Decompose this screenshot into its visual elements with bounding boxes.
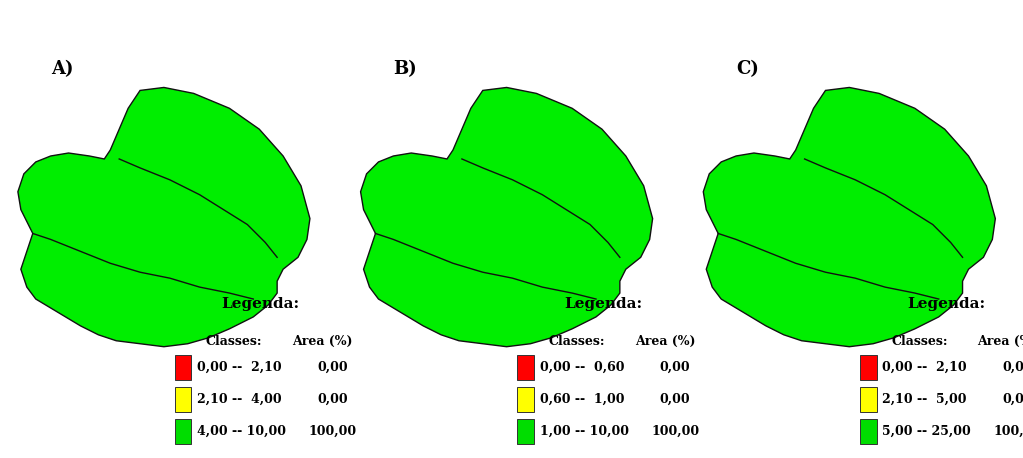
Text: C): C) bbox=[737, 60, 759, 78]
Text: 0,00: 0,00 bbox=[317, 361, 348, 374]
Text: 2,10 --  5,00: 2,10 -- 5,00 bbox=[883, 393, 967, 406]
FancyBboxPatch shape bbox=[175, 355, 191, 380]
Text: B): B) bbox=[394, 60, 417, 78]
Text: 1,00 -- 10,00: 1,00 -- 10,00 bbox=[540, 425, 629, 438]
Text: 0,60 --  1,00: 0,60 -- 1,00 bbox=[540, 393, 624, 406]
Text: Area (%): Area (%) bbox=[292, 335, 352, 348]
Text: 0,00: 0,00 bbox=[1003, 361, 1023, 374]
FancyBboxPatch shape bbox=[860, 387, 877, 412]
Text: 0,00: 0,00 bbox=[317, 393, 348, 406]
Text: Classes:: Classes: bbox=[206, 335, 262, 348]
Text: 100,00: 100,00 bbox=[993, 425, 1023, 438]
Text: 5,00 -- 25,00: 5,00 -- 25,00 bbox=[883, 425, 971, 438]
Text: 4,00 -- 10,00: 4,00 -- 10,00 bbox=[197, 425, 286, 438]
Text: 0,00: 0,00 bbox=[1003, 393, 1023, 406]
Text: 0,00 --  0,60: 0,00 -- 0,60 bbox=[540, 361, 624, 374]
Text: Area (%): Area (%) bbox=[977, 335, 1023, 348]
Text: Legenda:: Legenda: bbox=[906, 297, 985, 311]
Text: 100,00: 100,00 bbox=[308, 425, 356, 438]
Text: 100,00: 100,00 bbox=[651, 425, 699, 438]
Text: 2,10 --  4,00: 2,10 -- 4,00 bbox=[197, 393, 281, 406]
Text: 0,00: 0,00 bbox=[660, 361, 691, 374]
Text: Classes:: Classes: bbox=[548, 335, 605, 348]
Polygon shape bbox=[360, 87, 653, 347]
Text: 0,00 --  2,10: 0,00 -- 2,10 bbox=[197, 361, 281, 374]
Text: Classes:: Classes: bbox=[891, 335, 947, 348]
Polygon shape bbox=[703, 87, 995, 347]
FancyBboxPatch shape bbox=[175, 419, 191, 444]
FancyBboxPatch shape bbox=[175, 387, 191, 412]
FancyBboxPatch shape bbox=[860, 355, 877, 380]
FancyBboxPatch shape bbox=[518, 387, 534, 412]
FancyBboxPatch shape bbox=[860, 419, 877, 444]
Text: A): A) bbox=[51, 60, 74, 78]
Polygon shape bbox=[17, 87, 310, 347]
FancyBboxPatch shape bbox=[518, 355, 534, 380]
Text: Area (%): Area (%) bbox=[634, 335, 695, 348]
Text: 0,00 --  2,10: 0,00 -- 2,10 bbox=[883, 361, 967, 374]
FancyBboxPatch shape bbox=[518, 419, 534, 444]
Text: Legenda:: Legenda: bbox=[564, 297, 642, 311]
Text: 0,00: 0,00 bbox=[660, 393, 691, 406]
Text: Legenda:: Legenda: bbox=[221, 297, 300, 311]
